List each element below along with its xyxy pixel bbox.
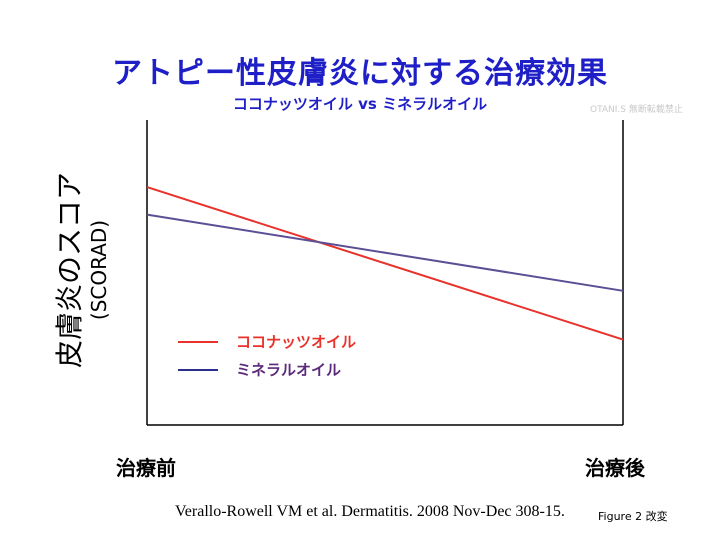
figure-note: Figure 2 改変	[598, 510, 668, 523]
series-line-mineral	[146, 213, 624, 292]
legend-label-coconut: ココナッツオイル	[236, 333, 357, 351]
legend-swatch-coconut	[178, 341, 218, 343]
chart-subtitle: ココナッツオイル vs ミネラルオイル	[232, 95, 488, 113]
watermark: OTANI.S 無断転載禁止	[590, 105, 683, 115]
chart-title: アトピー性皮膚炎に対する治療効果	[112, 56, 608, 91]
legend-swatch-mineral	[178, 369, 218, 371]
series-line-coconut	[146, 186, 624, 341]
legend-label-mineral: ミネラルオイル	[236, 361, 342, 379]
x-tick-before: 治療前	[116, 456, 176, 480]
x-tick-after: 治療後	[585, 456, 645, 480]
series-layer	[146, 186, 624, 341]
citation: Verallo-Rowell VM et al. Dermatitis. 200…	[175, 503, 565, 520]
